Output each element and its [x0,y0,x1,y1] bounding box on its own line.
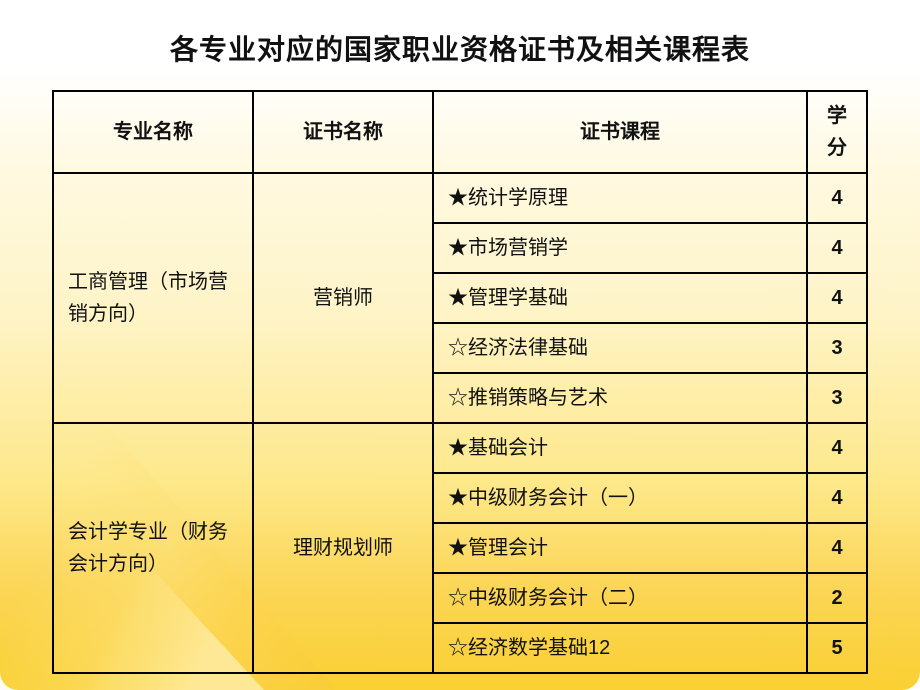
cell-credit: 3 [807,323,867,373]
cell-course: ☆经济数学基础12 [433,623,807,673]
cell-credit: 2 [807,573,867,623]
cell-credit: 4 [807,473,867,523]
cell-course: ★管理会计 [433,523,807,573]
cell-credit: 3 [807,373,867,423]
table-header-row: 专业名称 证书名称 证书课程 学分 [53,91,867,173]
cell-credit: 4 [807,223,867,273]
table-body: 工商管理（市场营销方向） 营销师 ★统计学原理 4 ★市场营销学 4 ★管理学基… [53,173,867,673]
cell-major: 会计学专业（财务会计方向） [53,423,253,673]
cell-course: ★基础会计 [433,423,807,473]
cell-credit: 4 [807,173,867,223]
cell-course: ★市场营销学 [433,223,807,273]
course-table: 专业名称 证书名称 证书课程 学分 工商管理（市场营销方向） 营销师 ★统计学原… [52,90,868,674]
cell-course: ☆中级财务会计（二） [433,573,807,623]
content-area: 各专业对应的国家职业资格证书及相关课程表 专业名称 证书名称 证书课程 学分 [0,0,920,674]
cell-certificate: 理财规划师 [253,423,433,673]
header-credit: 学分 [807,91,867,173]
slide-container: 各专业对应的国家职业资格证书及相关课程表 专业名称 证书名称 证书课程 学分 [0,0,920,690]
cell-credit: 5 [807,623,867,673]
cell-certificate: 营销师 [253,173,433,423]
cell-course: ★中级财务会计（一） [433,473,807,523]
cell-course: ★统计学原理 [433,173,807,223]
page-title: 各专业对应的国家职业资格证书及相关课程表 [52,28,868,68]
cell-credit: 4 [807,273,867,323]
cell-course: ☆经济法律基础 [433,323,807,373]
cell-course: ☆推销策略与艺术 [433,373,807,423]
header-course: 证书课程 [433,91,807,173]
table-row: 工商管理（市场营销方向） 营销师 ★统计学原理 4 [53,173,867,223]
cell-course: ★管理学基础 [433,273,807,323]
cell-major: 工商管理（市场营销方向） [53,173,253,423]
header-certificate: 证书名称 [253,91,433,173]
cell-credit: 4 [807,423,867,473]
header-major: 专业名称 [53,91,253,173]
cell-credit: 4 [807,523,867,573]
table-row: 会计学专业（财务会计方向） 理财规划师 ★基础会计 4 [53,423,867,473]
